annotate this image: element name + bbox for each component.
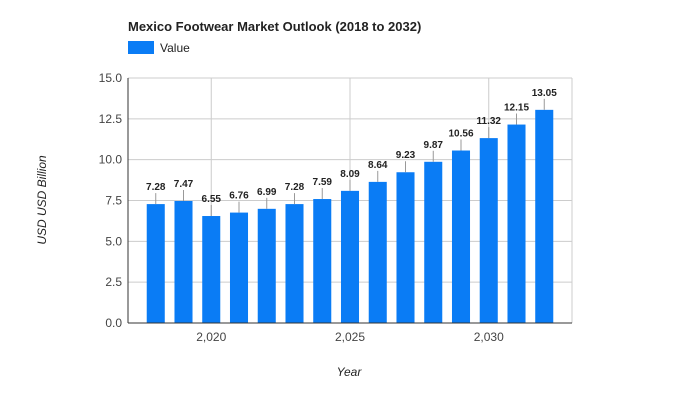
y-tick-label: 2.5 bbox=[105, 275, 122, 289]
legend-swatch bbox=[128, 41, 154, 54]
y-tick-label: 0.0 bbox=[105, 316, 122, 330]
bar bbox=[451, 150, 471, 323]
bar bbox=[285, 204, 304, 323]
data-label: 7.28 bbox=[285, 182, 305, 193]
legend: Value bbox=[128, 41, 190, 55]
bar bbox=[174, 200, 193, 323]
x-tick-label: 2,025 bbox=[335, 330, 365, 344]
y-tick-label: 15.0 bbox=[99, 71, 123, 85]
x-tick-label: 2,030 bbox=[474, 330, 504, 344]
data-label: 6.55 bbox=[202, 194, 222, 205]
y-tick-label: 12.5 bbox=[99, 112, 123, 126]
bar bbox=[313, 199, 332, 323]
chart-title: Mexico Footwear Market Outlook (2018 to … bbox=[128, 19, 421, 34]
y-tick-label: 5.0 bbox=[105, 234, 122, 248]
data-label: 11.32 bbox=[477, 116, 502, 127]
data-label: 9.23 bbox=[396, 150, 416, 161]
data-label: 6.99 bbox=[257, 187, 277, 198]
bar bbox=[229, 212, 249, 323]
bar bbox=[368, 181, 387, 323]
y-tick-label: 10.0 bbox=[99, 153, 123, 167]
bar bbox=[340, 190, 360, 323]
bar bbox=[257, 208, 276, 323]
x-tick-label: 2,020 bbox=[196, 330, 226, 344]
data-label: 6.76 bbox=[229, 191, 249, 202]
data-label: 10.56 bbox=[448, 129, 473, 140]
data-label: 7.59 bbox=[313, 177, 333, 188]
x-axis-title: Year bbox=[337, 365, 363, 379]
bar bbox=[146, 204, 165, 323]
data-label: 13.05 bbox=[532, 88, 557, 99]
data-label: 9.87 bbox=[424, 140, 444, 151]
data-label: 12.15 bbox=[504, 103, 529, 114]
bar bbox=[535, 109, 554, 323]
data-label: 7.28 bbox=[146, 182, 166, 193]
bar bbox=[396, 172, 415, 323]
bar bbox=[479, 138, 498, 323]
data-label: 7.47 bbox=[174, 179, 194, 190]
bar bbox=[202, 216, 221, 323]
bars bbox=[146, 109, 554, 323]
legend-label: Value bbox=[160, 41, 190, 55]
data-label: 8.09 bbox=[340, 169, 360, 180]
bar bbox=[424, 161, 443, 323]
y-tick-label: 7.5 bbox=[105, 194, 122, 208]
data-label: 8.64 bbox=[368, 160, 388, 171]
bar bbox=[507, 124, 526, 323]
data-labels: 7.28 7.47 6.55 6.76 6.99 7.28 7.59 8.09 8.64 9.23… bbox=[146, 88, 557, 217]
y-axis-title: USD USD Billion bbox=[35, 155, 49, 245]
axes: 0.0 2.5 5.0 7.5 10.0 12.5 15.0 2,020 2,025 2,030 bbox=[99, 71, 572, 344]
